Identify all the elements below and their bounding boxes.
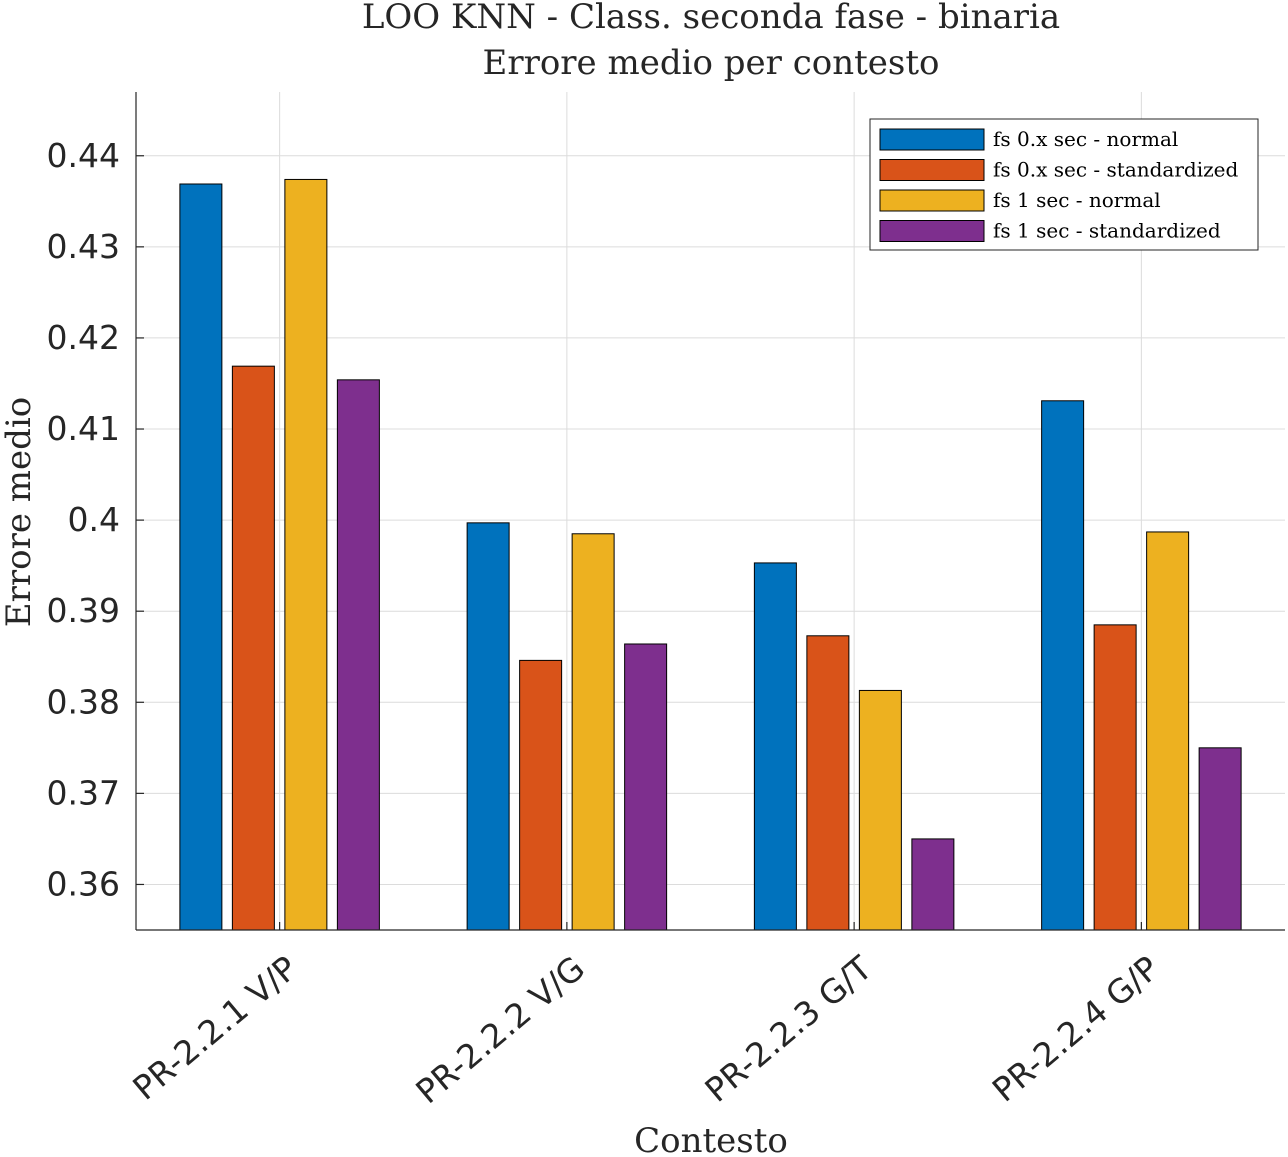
legend-label: fs 1 sec - normal xyxy=(993,188,1161,212)
y-tick-label: 0.41 xyxy=(47,409,120,448)
x-tick-label: PR-2.2.2 V/G xyxy=(408,948,592,1111)
legend: fs 0.x sec - normal fs 0.x sec - standard… xyxy=(869,118,1259,251)
x-axis-label: Contesto xyxy=(634,1121,788,1157)
legend-label: fs 0.x sec - standardized xyxy=(993,158,1238,182)
y-tick-label: 0.44 xyxy=(47,136,120,175)
bars xyxy=(179,178,1242,931)
legend-swatch xyxy=(879,128,985,151)
y-tick-labels: 0.36 0.37 0.38 0.39 0.4 0.41 0.42 0.43 0.44 xyxy=(47,136,120,904)
bar-4-series-2 xyxy=(1093,624,1137,931)
bar-1-series-2 xyxy=(231,365,275,931)
legend-label: fs 1 sec - standardized xyxy=(993,219,1221,243)
y-tick-label: 0.37 xyxy=(47,773,120,812)
bar-3-series-4 xyxy=(911,838,955,931)
x-tick-label: PR-2.2.4 G/P xyxy=(985,948,1167,1109)
x-tick-label: PR-2.2.1 V/P xyxy=(125,948,304,1107)
bar-2-series-4 xyxy=(624,643,668,931)
axes xyxy=(135,92,1285,931)
bar-3-series-1 xyxy=(753,562,797,931)
bar-3-series-2 xyxy=(806,635,850,931)
bar-4-series-1 xyxy=(1041,400,1085,931)
bar-2-series-2 xyxy=(519,659,563,931)
bar-3-series-3 xyxy=(858,689,902,931)
y-tick-label: 0.39 xyxy=(47,591,120,630)
y-tick-label: 0.4 xyxy=(68,500,120,539)
legend-swatch xyxy=(879,220,985,242)
bar-1-series-1 xyxy=(179,183,223,931)
legend-swatch xyxy=(879,159,985,181)
y-tick-label: 0.42 xyxy=(47,318,120,357)
bar-2-series-3 xyxy=(571,533,615,931)
y-tick-label: 0.36 xyxy=(47,864,120,903)
bar-1-series-3 xyxy=(284,178,328,931)
bar-4-series-4 xyxy=(1198,747,1242,931)
chart-title-line-2: Errore medio per contesto xyxy=(483,43,940,83)
bar-1-series-4 xyxy=(336,379,380,931)
bar-4-series-3 xyxy=(1146,531,1190,931)
x-tick-labels: PR-2.2.1 V/P PR-2.2.2 V/G PR-2.2.3 G/T PR-2… xyxy=(125,948,1166,1112)
legend-swatch xyxy=(879,189,985,212)
chart-title-line-1: LOO KNN - Class. seconda fase - binaria xyxy=(362,0,1060,37)
y-tick-label: 0.43 xyxy=(47,227,120,266)
legend-label: fs 0.x sec - normal xyxy=(993,127,1178,151)
x-tick-label: PR-2.2.3 G/T xyxy=(697,948,880,1110)
y-axis-label: Errore medio xyxy=(0,397,39,627)
y-tick-label: 0.38 xyxy=(47,682,120,721)
bar-2-series-1 xyxy=(466,522,510,931)
